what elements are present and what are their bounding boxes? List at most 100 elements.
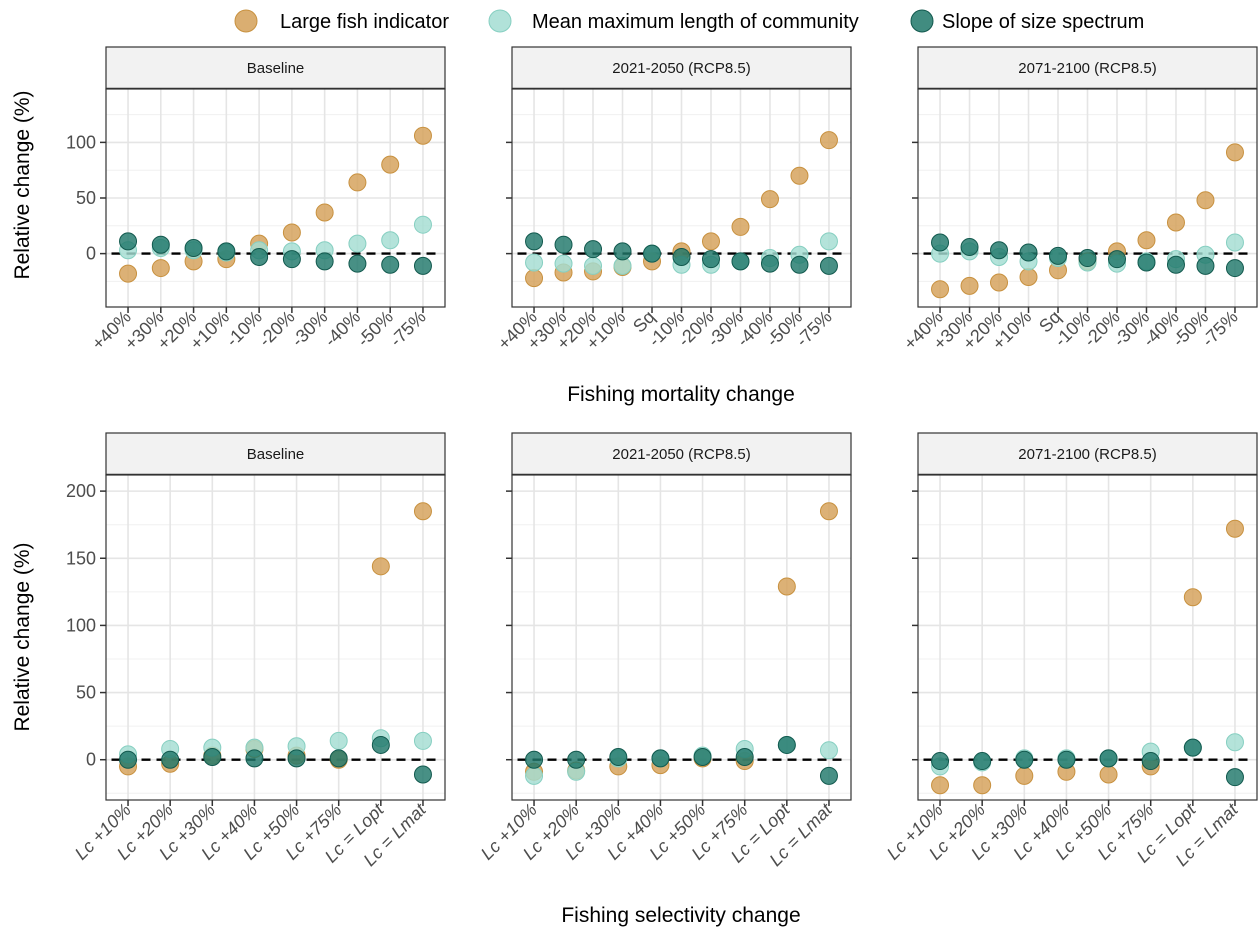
point-slope-of-size-spectrum-1 (960, 237, 979, 256)
point-large-fish-indicator-0 (119, 264, 138, 283)
point-large-fish-indicator-6 (777, 577, 796, 596)
point-large-fish-indicator-7 (413, 502, 432, 521)
point-slope-of-size-spectrum-5 (282, 250, 301, 269)
point-large-fish-indicator-9 (1196, 191, 1215, 210)
point-slope-of-size-spectrum-2 (609, 748, 628, 767)
point-slope-of-size-spectrum-10 (1225, 259, 1244, 278)
legend-key-large-fish (234, 9, 258, 33)
point-slope-of-size-spectrum-5 (329, 749, 348, 768)
point-large-fish-indicator-0 (931, 776, 950, 795)
panel-baseline-row0: Baseline050100+40%+30%+20%+10%-10%-20%-3… (66, 46, 446, 354)
legend-item-large-fish: Large fish indicator (234, 9, 449, 33)
point-slope-of-size-spectrum-2 (1015, 750, 1034, 769)
point-slope-of-size-spectrum-2 (184, 239, 203, 258)
point-large-fish-indicator-7 (348, 173, 367, 192)
panel-strip (105, 432, 446, 476)
panel-strip (917, 432, 1258, 476)
point-large-fish-indicator-6 (701, 232, 720, 251)
point-slope-of-size-spectrum-3 (1057, 750, 1076, 769)
top-row-y-axis-title: Relative change (%) (11, 90, 34, 279)
point-large-fish-indicator-2 (1015, 766, 1034, 785)
y-tick-label: 100 (66, 615, 96, 635)
panel-background (106, 475, 445, 800)
legend: Large fish indicator Mean maximum length… (234, 9, 1144, 33)
point-large-fish-indicator-1 (960, 276, 979, 295)
point-large-fish-indicator-8 (1166, 213, 1185, 232)
point-large-fish-indicator-0 (931, 280, 950, 299)
panel-strip-label: 2071-2100 (RCP8.5) (1018, 60, 1156, 77)
panel-strip-label: 2021-2050 (RCP8.5) (612, 60, 750, 77)
y-tick-label: 100 (66, 132, 96, 152)
point-slope-of-size-spectrum-0 (931, 233, 950, 252)
panel-border (511, 474, 852, 801)
point-large-fish-indicator-7 (1137, 231, 1156, 250)
point-slope-of-size-spectrum-8 (760, 254, 779, 273)
point-mean-maximum-length-of-community-10 (819, 232, 838, 251)
point-slope-of-size-spectrum-4 (287, 749, 306, 768)
point-slope-of-size-spectrum-6 (1107, 250, 1126, 269)
x-tick-label: -10% (222, 307, 266, 351)
x-tick-label: -20% (255, 307, 299, 351)
panel-background (512, 475, 851, 800)
point-slope-of-size-spectrum-1 (161, 750, 180, 769)
point-large-fish-indicator-2 (990, 273, 1009, 292)
point-slope-of-size-spectrum-2 (203, 748, 222, 767)
point-slope-of-size-spectrum-6 (777, 735, 796, 754)
point-slope-of-size-spectrum-0 (119, 232, 138, 251)
point-large-fish-indicator-5 (282, 223, 301, 242)
point-slope-of-size-spectrum-6 (701, 250, 720, 269)
panel-border (917, 474, 1258, 801)
panel-strip-label: 2021-2050 (RCP8.5) (612, 446, 750, 463)
point-slope-of-size-spectrum-0 (931, 752, 950, 771)
point-large-fish-indicator-6 (1183, 588, 1202, 607)
point-slope-of-size-spectrum-6 (315, 252, 334, 271)
y-tick-label: 50 (76, 188, 96, 208)
point-slope-of-size-spectrum-0 (119, 750, 138, 769)
point-slope-of-size-spectrum-3 (613, 242, 632, 261)
point-mean-maximum-length-of-community-5 (329, 731, 348, 750)
point-slope-of-size-spectrum-5 (735, 748, 754, 767)
x-tick-label: -50% (353, 307, 397, 351)
point-slope-of-size-spectrum-3 (217, 242, 236, 261)
point-large-fish-indicator-1 (151, 259, 170, 278)
point-mean-maximum-length-of-community-0 (525, 766, 544, 785)
point-slope-of-size-spectrum-9 (1196, 256, 1215, 275)
point-slope-of-size-spectrum-7 (348, 254, 367, 273)
panel-strip-label: Baseline (247, 60, 305, 77)
point-mean-maximum-length-of-community-7 (819, 741, 838, 760)
panel-strip-label: 2071-2100 (RCP8.5) (1018, 446, 1156, 463)
point-slope-of-size-spectrum-2 (990, 241, 1009, 260)
point-large-fish-indicator-3 (1019, 267, 1038, 286)
point-slope-of-size-spectrum-5 (672, 247, 691, 266)
point-large-fish-indicator-9 (413, 126, 432, 145)
panel-border (511, 88, 852, 308)
legend-item-mean-max-length: Mean maximum length of community (488, 9, 859, 33)
point-mean-maximum-length-of-community-0 (525, 253, 544, 272)
panel-border (105, 474, 446, 801)
panel-background (918, 475, 1257, 800)
point-mean-maximum-length-of-community-10 (1225, 233, 1244, 252)
panel-2021-2050-rcp8-5-row1: 2021-2050 (RCP8.5)Lc +10%Lc +20%Lc +30%L… (477, 432, 852, 870)
point-slope-of-size-spectrum-7 (413, 765, 432, 784)
point-mean-maximum-length-of-community-8 (381, 231, 400, 250)
point-slope-of-size-spectrum-0 (525, 232, 544, 251)
panel-2021-2050-rcp8-5-row0: 2021-2050 (RCP8.5)+40%+30%+20%+10% Sq-10%… (494, 46, 852, 354)
legend-label-mean-max-length: Mean maximum length of community (532, 11, 859, 33)
panel-strip (511, 432, 852, 476)
point-slope-of-size-spectrum-4 (1099, 749, 1118, 768)
panel-2071-2100-rcp8-5-row1: 2071-2100 (RCP8.5)Lc +10%Lc +20%Lc +30%L… (883, 432, 1258, 870)
panel-strip (511, 46, 852, 90)
point-large-fish-indicator-8 (381, 155, 400, 174)
point-slope-of-size-spectrum-4 (693, 748, 712, 767)
point-large-fish-indicator-9 (790, 166, 809, 185)
point-slope-of-size-spectrum-4 (643, 244, 662, 263)
point-slope-of-size-spectrum-1 (151, 235, 170, 254)
point-slope-of-size-spectrum-7 (731, 252, 750, 271)
top-row-x-axis-title: Fishing mortality change (567, 383, 795, 406)
point-slope-of-size-spectrum-9 (790, 255, 809, 274)
y-tick-label: 150 (66, 548, 96, 568)
point-large-fish-indicator-10 (819, 131, 838, 150)
point-slope-of-size-spectrum-7 (819, 766, 838, 785)
